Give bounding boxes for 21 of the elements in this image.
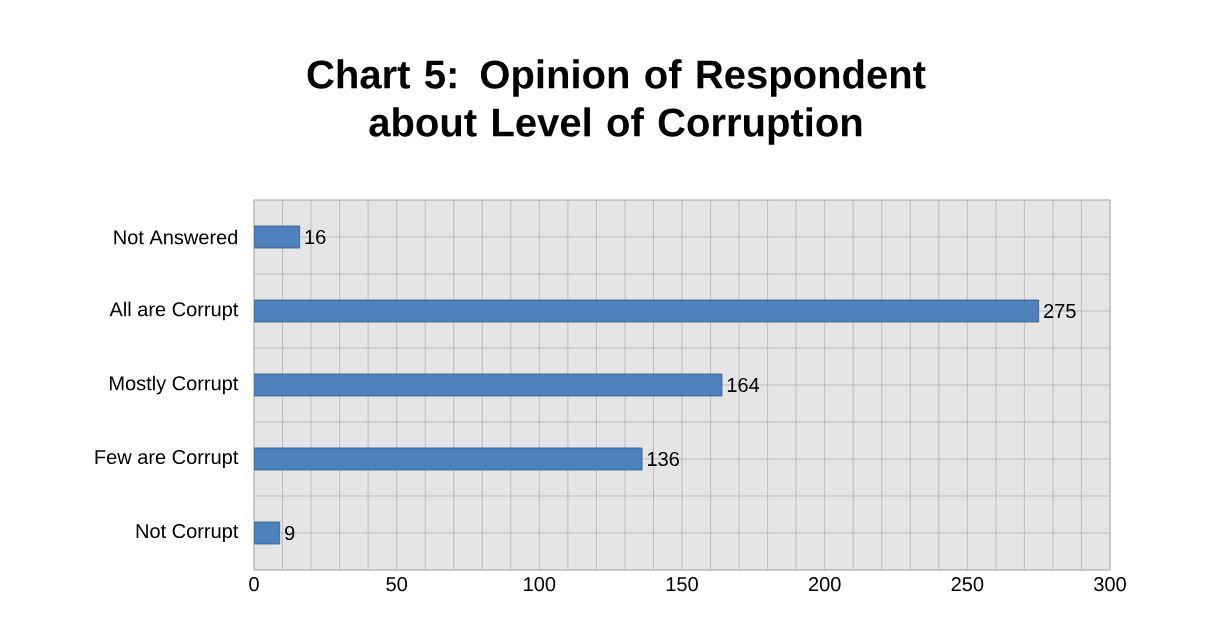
x-tick-label: 200	[808, 577, 841, 592]
x-tick-label: 250	[951, 577, 984, 592]
bar	[254, 373, 723, 397]
data-label: 275	[1044, 303, 1076, 319]
y-tick-label: Not Answered	[114, 229, 238, 245]
data-label: 16	[305, 229, 326, 245]
x-tick-label: 0	[249, 577, 259, 592]
x-tick-label: 300	[1094, 577, 1126, 592]
bar	[254, 299, 1040, 323]
x-tick-label: 100	[524, 577, 556, 592]
x-tick-label: 50	[386, 577, 408, 592]
chart-title: Chart 5: Opinion of Respondent about Level of Corruption	[307, 59, 926, 145]
y-tick-label: Mostly Corrupt	[110, 375, 239, 395]
y-tick-label: All are Corrupt	[109, 301, 239, 321]
data-label: 136	[647, 451, 679, 467]
bar	[254, 447, 643, 471]
y-tick-label: Not Corrupt	[136, 523, 239, 543]
data-label: 9	[285, 525, 295, 541]
data-label: 164	[727, 377, 760, 393]
x-tick-label: 150	[666, 577, 698, 592]
y-tick-label: Few are Corrupt	[95, 449, 239, 469]
